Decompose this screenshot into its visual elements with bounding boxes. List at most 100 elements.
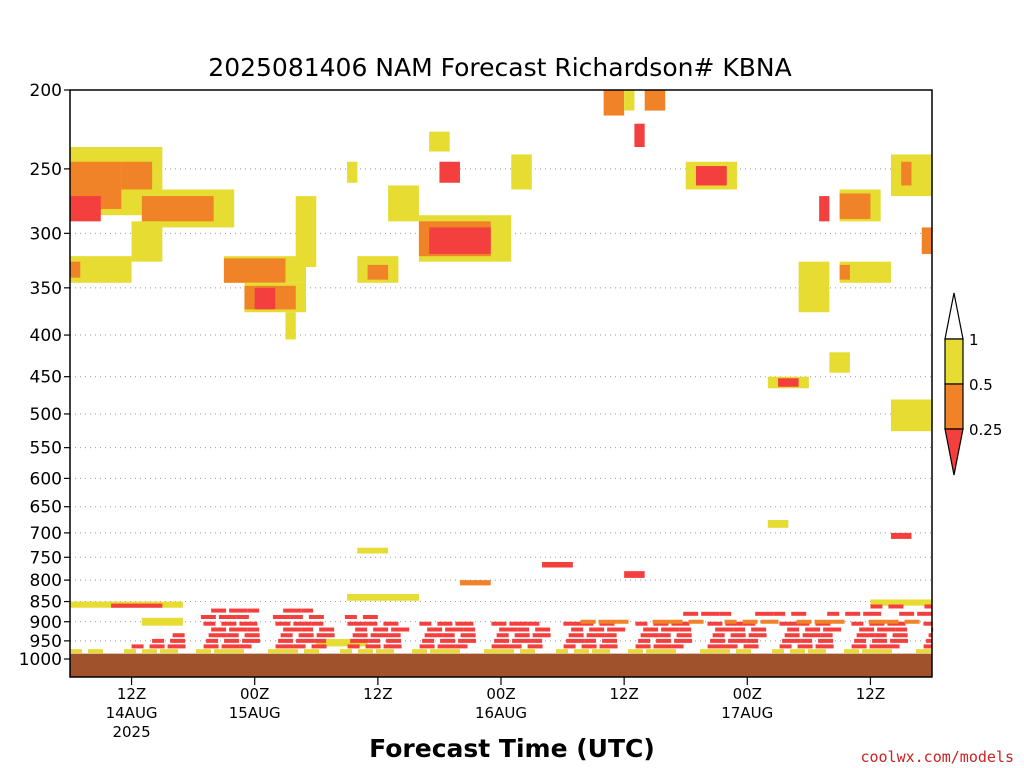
data-band-cell (272, 615, 291, 620)
data-band-cell (131, 644, 144, 649)
data-band-cell (311, 644, 327, 649)
data-band-cell (344, 615, 357, 620)
data-band-cell (365, 644, 381, 649)
data-band-cell (455, 644, 468, 649)
data-band-cell (308, 615, 324, 620)
data-band-cell (412, 649, 427, 654)
data-band-cell (427, 627, 443, 632)
data-band-cell (296, 638, 315, 643)
data-band-cell (688, 619, 704, 624)
y-tick-label: 300 (30, 224, 62, 244)
data-cell (429, 131, 450, 152)
data-band-cell (527, 644, 543, 649)
data-band-cell (710, 638, 726, 643)
data-band-cell (640, 633, 659, 638)
data-band-cell (530, 638, 543, 643)
data-band-cell (221, 644, 240, 649)
data-band-cell (782, 638, 801, 643)
data-band-cell (589, 627, 605, 632)
y-axis: 200 250 300 350 400 450 500 550 600 650 700 750 8008… (19, 81, 70, 670)
y-tick-label: 800 (30, 571, 62, 591)
data-band-cell (211, 608, 227, 613)
data-band-cell (733, 627, 746, 632)
data-band-cell (815, 644, 834, 649)
data-band-cell (874, 633, 887, 638)
data-band-cell (779, 621, 798, 626)
data-band-cell (509, 644, 522, 649)
data-band-cell (383, 621, 399, 626)
data-band-cell (712, 633, 725, 638)
data-band-cell (607, 627, 626, 632)
data-band-cell (203, 621, 216, 626)
data-band-cell (643, 627, 659, 632)
data-cell (111, 603, 163, 608)
data-band-cell (736, 649, 751, 654)
data-band-cell (823, 627, 842, 632)
data-band-cell (314, 638, 327, 643)
data-cell (141, 617, 183, 626)
data-band-cell (319, 627, 335, 632)
data-band-cell (463, 627, 476, 632)
data-band-cell (888, 604, 904, 609)
data-band-cell (917, 611, 932, 616)
data-band-cell (286, 649, 298, 654)
data-band-cell (365, 621, 378, 626)
x-tick-label: 00Z (733, 685, 762, 703)
data-band-cell (851, 621, 864, 626)
data-band-cell (742, 619, 758, 624)
data-band-cell (652, 619, 671, 624)
data-band-cell (211, 627, 227, 632)
data-band-cell (368, 638, 381, 643)
data-band-cell (556, 649, 568, 654)
data-band-cell (247, 627, 260, 632)
data-band-cell (670, 619, 683, 624)
data-band-cell (869, 644, 888, 649)
data-band-cell (208, 633, 227, 638)
data-band-cell (715, 627, 734, 632)
data-band-cell (509, 621, 528, 626)
plot-area (69, 89, 934, 678)
data-band-cell (802, 633, 821, 638)
data-cell (634, 123, 645, 148)
data-band-cell (293, 644, 306, 649)
data-band-cell (700, 649, 718, 654)
data-band-cell (661, 627, 680, 632)
data-band-cell (779, 644, 792, 649)
data-band-cell (236, 615, 249, 620)
data-band-cell (616, 619, 629, 624)
data-band-cell (671, 644, 684, 649)
data-band-cell (275, 644, 294, 649)
data-band-cell (748, 633, 767, 638)
data-band-cell (460, 633, 476, 638)
data-band-cell (362, 615, 378, 620)
data-band-cell (517, 627, 530, 632)
data-band-cell (718, 649, 730, 654)
data-cell (285, 312, 296, 340)
data-band-cell (242, 638, 261, 643)
data-band-cell (442, 633, 455, 638)
data-band-cell (229, 608, 248, 613)
data-band-cell (895, 627, 908, 632)
data-band-cell (676, 633, 692, 638)
data-band-cell (355, 627, 368, 632)
y-tick-label: 850 (30, 593, 62, 613)
data-band-cell (358, 649, 373, 654)
data-band-cell (535, 627, 551, 632)
data-band-cell (214, 649, 232, 654)
data-cell (819, 196, 830, 222)
data-band-cell (268, 649, 286, 654)
ground-layer (70, 653, 932, 677)
data-band-cell (340, 649, 352, 654)
data-band-cell (430, 649, 448, 654)
data-band-cell (445, 627, 464, 632)
data-band-cell (674, 638, 693, 643)
data-band-cell (862, 649, 880, 654)
data-band-cell (218, 615, 237, 620)
colorbar-tick-label: 0.25 (969, 421, 1002, 439)
data-band-cell (707, 644, 726, 649)
data-band-cell (370, 633, 389, 638)
colorbar-swatch-0.5-1 (944, 338, 964, 385)
data-cell (439, 161, 460, 183)
data-band-cell (890, 638, 909, 643)
data-band-cell (494, 638, 510, 643)
